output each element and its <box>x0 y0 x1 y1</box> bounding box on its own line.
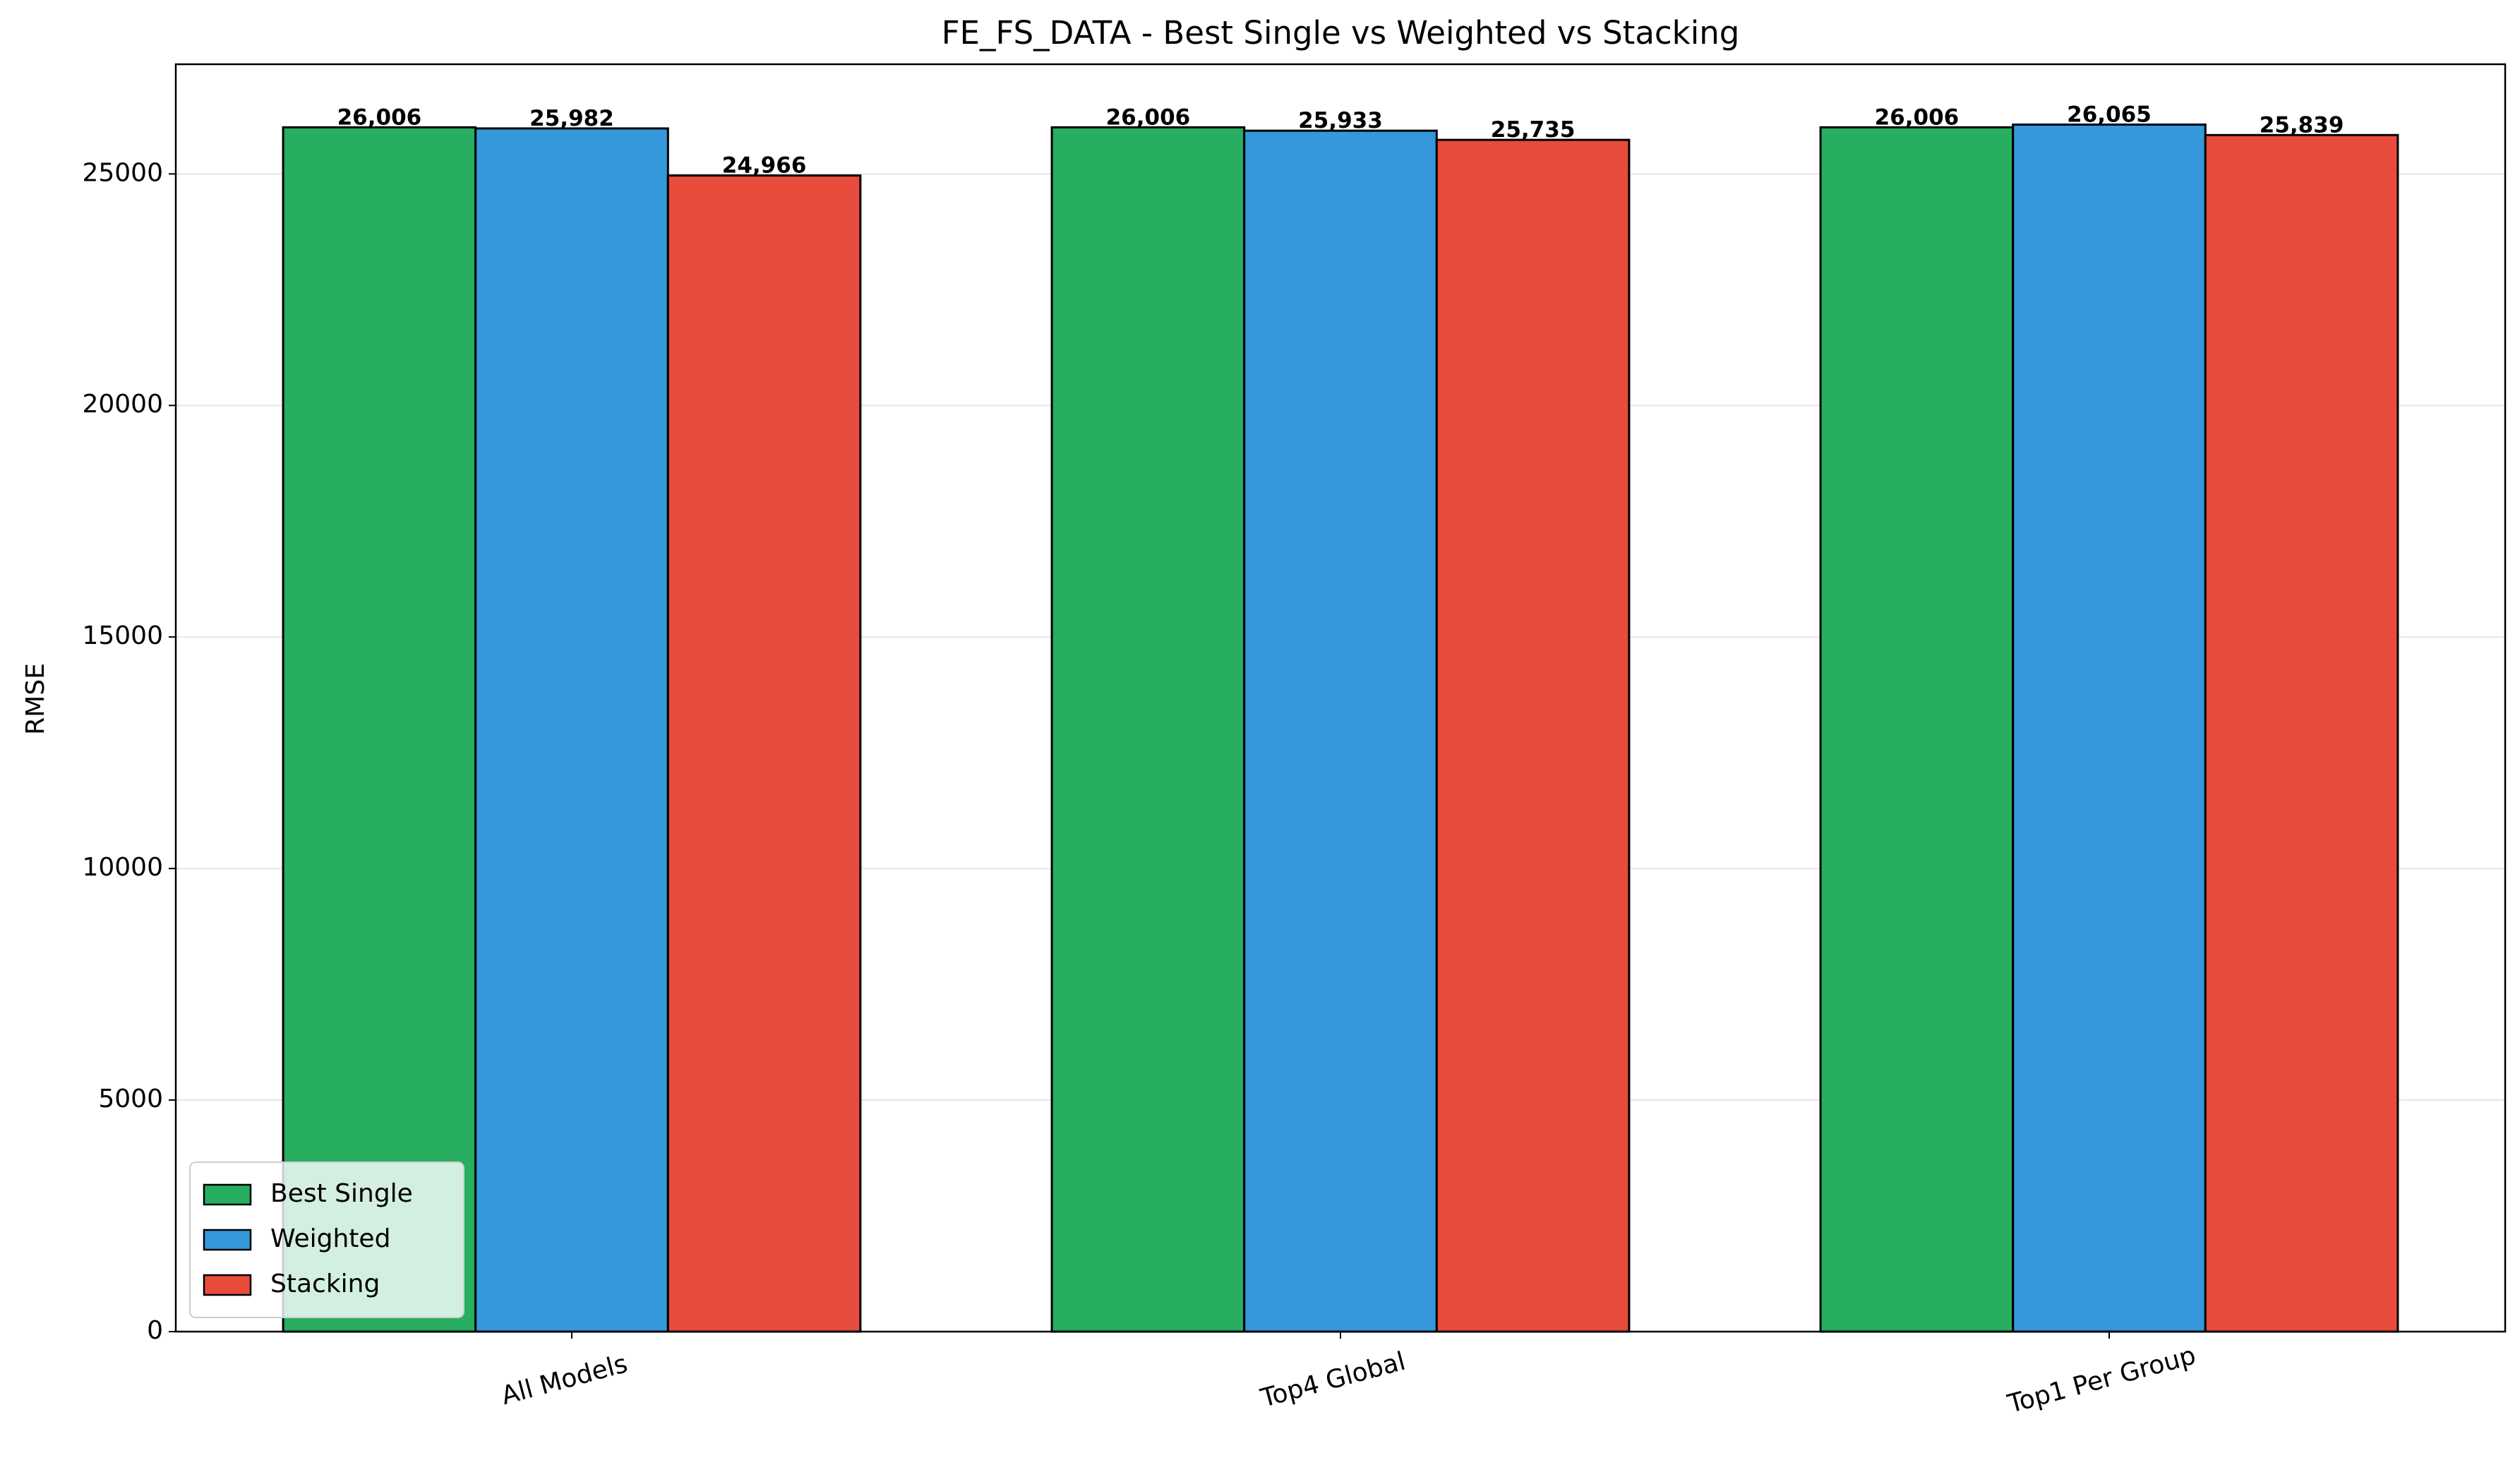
legend-label: Stacking <box>270 1269 380 1298</box>
value-label: 24,966 <box>722 153 807 179</box>
bar <box>1435 138 1631 1333</box>
y-tick-label: 5000 <box>98 1084 163 1113</box>
y-tick-label: 15000 <box>82 621 163 650</box>
value-label: 26,006 <box>1106 104 1191 130</box>
legend-label: Weighted <box>270 1224 390 1253</box>
value-label: 26,006 <box>1875 104 1960 130</box>
value-label: 25,933 <box>1298 108 1383 133</box>
bar <box>666 174 862 1333</box>
y-tick-label: 0 <box>147 1316 163 1345</box>
y-tick-label: 25000 <box>82 158 163 187</box>
bar <box>282 126 477 1333</box>
value-label: 25,839 <box>2260 112 2344 138</box>
legend-swatch <box>203 1229 252 1251</box>
bar <box>1050 126 1246 1333</box>
value-label: 25,735 <box>1491 117 1576 143</box>
bar <box>2012 123 2207 1333</box>
legend-label: Best Single <box>270 1179 413 1208</box>
chart-title: FE_FS_DATA - Best Single vs Weighted vs … <box>942 14 1740 52</box>
legend-swatch <box>203 1274 252 1296</box>
legend-box <box>189 1161 464 1318</box>
value-label: 26,065 <box>2067 102 2152 127</box>
bar <box>2204 133 2399 1333</box>
plot-frame <box>174 63 2507 1333</box>
value-label: 25,982 <box>529 106 614 131</box>
bar <box>1243 129 1438 1333</box>
bar <box>1819 126 2015 1333</box>
value-label: 26,006 <box>337 104 422 130</box>
legend-swatch <box>203 1183 252 1206</box>
bar <box>474 127 669 1333</box>
y-tick-label: 10000 <box>82 853 163 882</box>
y-axis-label: RMSE <box>21 663 50 735</box>
y-tick-label: 20000 <box>82 390 163 419</box>
